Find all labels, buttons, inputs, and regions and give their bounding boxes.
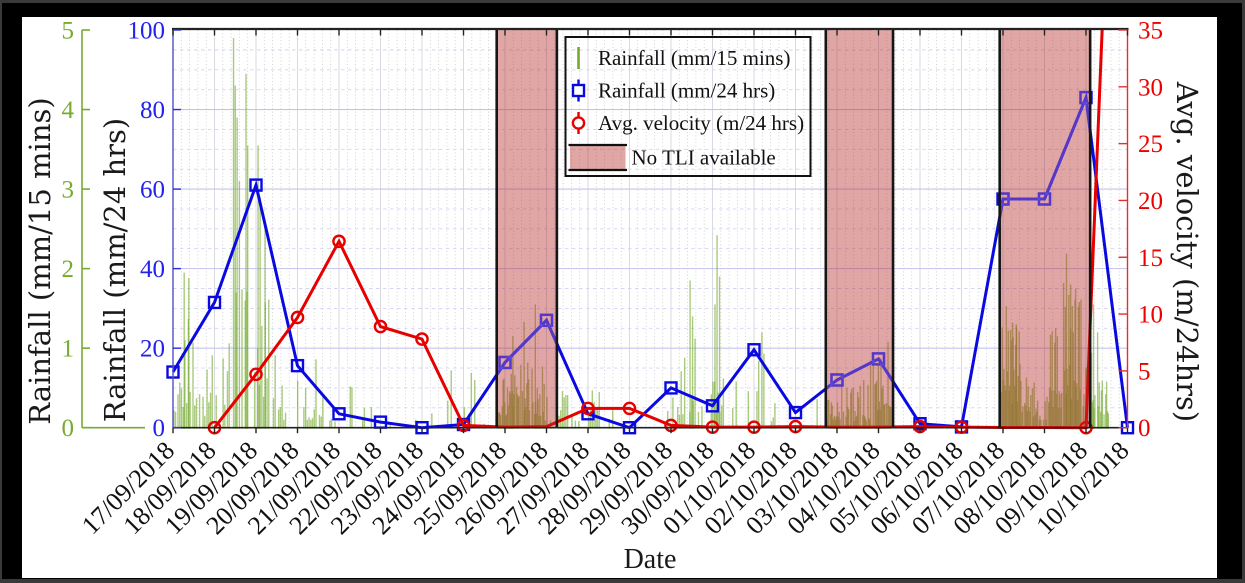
rain24-marker — [290, 358, 305, 373]
rain15-tick-label: 3 — [62, 177, 75, 204]
legend-box — [564, 36, 812, 177]
rain15-tick-label: 0 — [62, 415, 75, 442]
rain15-tick-label: 4 — [62, 97, 75, 124]
rainfall-24h-line — [166, 90, 1135, 435]
rain24-tick-label: 20 — [140, 336, 165, 363]
rain15-tick-label: 5 — [62, 18, 75, 45]
axes — [81, 27, 1129, 434]
rain24-marker-band-tint — [871, 352, 886, 366]
rain15-tick-label: 1 — [62, 336, 75, 363]
rain24-marker — [705, 399, 720, 413]
x-axis-title: Date — [624, 544, 677, 575]
velocity-tick-label: 15 — [1138, 245, 1163, 272]
rain24-line-path — [172, 91, 1129, 430]
velocity-marker — [332, 234, 346, 249]
legend-no-tli-label: No TLI available — [632, 146, 776, 170]
rain24-marker — [249, 178, 263, 192]
y-axis-rain24-title: Rainfall (mm/24 hrs) — [98, 118, 132, 422]
legend-rain15-label: Rainfall (mm/15 mins) — [598, 46, 790, 70]
legend-no-tli-swatch — [570, 145, 626, 170]
velocity-marker — [581, 401, 595, 416]
y-axis-velocity-title: Avg. velocity (m/24hrs) — [1170, 81, 1204, 422]
legend: Rainfall (mm/15 mins) Rainfall (mm/24 hrs… — [564, 36, 812, 177]
no-tli-bands — [496, 30, 1091, 428]
rain24-marker-band-tint — [498, 355, 512, 370]
rain24-marker-band-tint — [1079, 90, 1091, 105]
velocity-tick-label: 5 — [1138, 358, 1151, 385]
rain24-tick-label: 80 — [140, 97, 165, 124]
rain24-tick-label: 100 — [128, 18, 166, 45]
velocity-marker — [249, 367, 263, 382]
rain24-tick-label: 0 — [153, 415, 166, 442]
rain24-marker — [788, 405, 803, 420]
legend-velocity-marker — [571, 116, 586, 130]
velocity-marker — [622, 401, 637, 416]
legend-velocity-label: Avg. velocity (m/24 hrs) — [598, 111, 804, 135]
rain24-tick-label: 40 — [140, 256, 165, 283]
axis-tick-labels: 17/09/201818/09/201819/09/201820/09/2018… — [62, 18, 1164, 541]
rain24-marker-band-tint — [539, 313, 554, 328]
y-axis-rain15-title: Rainfall (mm/15 mins) — [23, 97, 57, 424]
rain24-marker — [332, 407, 346, 421]
velocity-marker — [373, 319, 388, 334]
velocity-tick-label: 0 — [1138, 415, 1151, 442]
rain24-tick-label: 60 — [140, 177, 165, 204]
rain24-marker — [664, 381, 678, 395]
rain24-marker — [747, 343, 761, 357]
rain24-marker — [207, 295, 222, 310]
rain24-marker-band-tint — [830, 373, 844, 387]
legend-rain24-label: Rainfall (mm/24 hrs) — [598, 79, 775, 103]
velocity-tick-label: 35 — [1138, 18, 1163, 45]
legend-rain24-marker — [571, 83, 586, 98]
rain15-tick-label: 2 — [62, 256, 75, 283]
velocity-marker — [290, 310, 305, 325]
velocity-marker — [415, 332, 429, 346]
band-edges — [495, 30, 1092, 428]
velocity-tick-label: 20 — [1138, 188, 1163, 215]
no-tli-band — [999, 30, 1091, 428]
velocity-tick-label: 30 — [1138, 74, 1163, 101]
rain24-marker-band-tint — [1037, 192, 1052, 206]
velocity-tick-label: 10 — [1138, 302, 1163, 329]
velocity-tick-label: 25 — [1138, 131, 1163, 158]
rainfall-15min-bars — [173, 37, 1110, 429]
